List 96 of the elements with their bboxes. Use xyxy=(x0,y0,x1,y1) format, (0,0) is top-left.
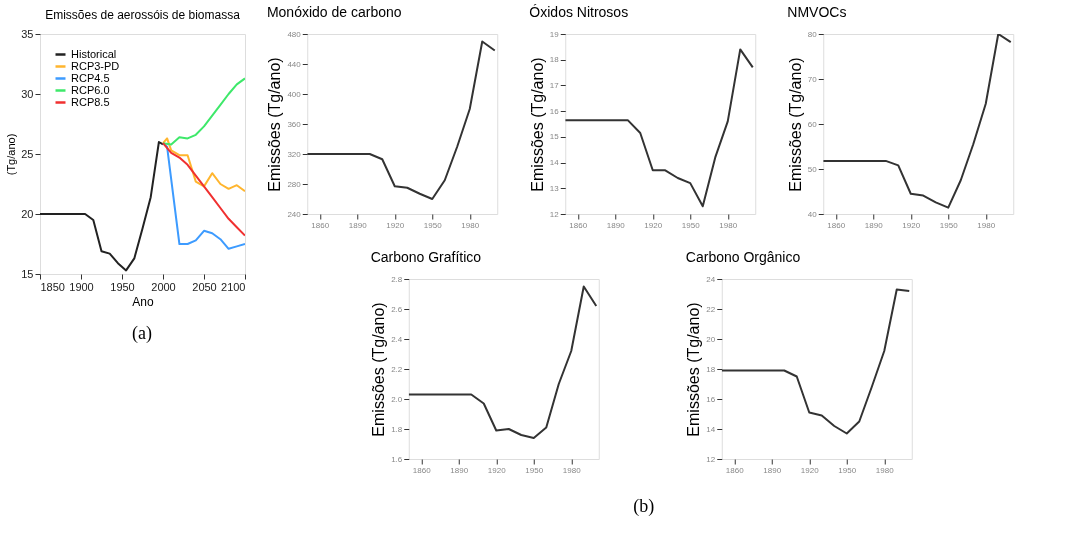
y-axis-title: Emissões (Tg/ano) xyxy=(266,57,284,192)
y-tick-label: 280 xyxy=(287,179,302,189)
line-series xyxy=(823,34,1012,209)
y-tick-label: 320 xyxy=(287,149,302,159)
y-tick-label: 35 xyxy=(21,27,34,40)
y-tick-label: 14 xyxy=(706,424,716,434)
y-tick-label: 14 xyxy=(549,158,560,168)
legend-label: RCP6.0 xyxy=(71,83,110,96)
x-tick-label: 1860 xyxy=(412,465,432,475)
y-tick-label: 20 xyxy=(706,334,716,344)
y-tick-label: 2.8 xyxy=(391,274,403,284)
x-tick-label: 1950 xyxy=(939,220,959,230)
y-tick-label: 2.6 xyxy=(391,304,403,314)
x-tick-label: 2050 xyxy=(192,280,217,293)
y-tick-label: 70 xyxy=(807,74,818,84)
y-tick-label: 1.6 xyxy=(391,454,403,464)
x-tick-label: 1920 xyxy=(902,220,921,230)
y-tick-label: 80 xyxy=(807,29,818,39)
chart-title: Carbono Orgânico xyxy=(685,249,801,265)
x-tick-label: 1950 xyxy=(838,465,857,475)
x-tick-label: 1980 xyxy=(977,220,996,230)
text: (b) xyxy=(633,496,655,517)
y-tick-label: 24 xyxy=(706,274,716,284)
x-tick-label: 1860 xyxy=(725,465,745,475)
x-tick-label: 1980 xyxy=(875,465,895,475)
y-tick-label: 440 xyxy=(287,59,302,69)
line-series xyxy=(162,77,245,146)
y-tick-label: 240 xyxy=(287,209,302,219)
y-tick-label: 18 xyxy=(706,364,716,374)
y-tick-label: 2.4 xyxy=(391,334,403,344)
x-tick-label: 1890 xyxy=(864,220,884,230)
line-series xyxy=(408,285,598,439)
y-tick-label: 17 xyxy=(549,80,560,90)
text: (a) xyxy=(132,323,152,344)
y-tick-label: 12 xyxy=(706,454,716,464)
y-tick-label: 16 xyxy=(706,394,716,404)
y-tick-label: 16 xyxy=(549,106,560,116)
x-tick-label: 1900 xyxy=(69,280,94,293)
x-axis-title: Ano xyxy=(132,294,154,309)
chart-title: Emissões de aerossóis de biomassa xyxy=(45,8,241,22)
y-tick-label: 20 xyxy=(21,207,34,220)
y-tick-label: 2.0 xyxy=(391,394,403,404)
x-tick-label: 1950 xyxy=(681,220,701,230)
y-tick-label: 400 xyxy=(287,89,302,99)
x-tick-label: 1860 xyxy=(311,220,330,230)
x-tick-label: 1920 xyxy=(644,220,663,230)
x-tick-label: 1950 xyxy=(525,465,544,475)
y-tick-label: 15 xyxy=(21,267,34,280)
y-tick-label: 15 xyxy=(549,132,560,142)
y-tick-label: 480 xyxy=(287,29,302,39)
x-tick-label: 1850 xyxy=(40,280,65,293)
x-tick-label: 1980 xyxy=(461,220,480,230)
y-axis-title: (Tg/ano) xyxy=(5,133,18,176)
x-tick-label: 1950 xyxy=(423,220,443,230)
y-tick-label: 12 xyxy=(549,209,560,219)
y-tick-label: 50 xyxy=(807,164,818,174)
x-tick-label: 1890 xyxy=(606,220,626,230)
y-tick-label: 22 xyxy=(706,304,716,314)
x-tick-label: 1860 xyxy=(569,220,588,230)
x-tick-label: 1950 xyxy=(110,280,135,293)
x-tick-label: 1920 xyxy=(386,220,405,230)
chart-title: Carbono Grafítico xyxy=(370,249,482,265)
line-series xyxy=(565,48,754,208)
x-tick-label: 1980 xyxy=(562,465,582,475)
y-axis-title: Emissões (Tg/ano) xyxy=(786,57,804,192)
x-tick-label: 1890 xyxy=(450,465,469,475)
x-tick-label: 1890 xyxy=(348,220,368,230)
y-tick-label: 25 xyxy=(21,147,34,160)
line-series xyxy=(40,141,164,272)
legend-label: RCP3-PD xyxy=(71,59,120,72)
y-axis-title: Emissões (Tg/ano) xyxy=(528,57,546,192)
y-axis-title: Emissões (Tg/ano) xyxy=(370,302,388,437)
y-tick-label: 60 xyxy=(807,119,818,129)
x-tick-label: 1920 xyxy=(800,465,820,475)
legend-label: RCP8.5 xyxy=(71,95,110,108)
legend-label: RCP4.5 xyxy=(71,71,110,84)
x-tick-label: 1860 xyxy=(827,220,846,230)
x-tick-label: 1890 xyxy=(763,465,782,475)
chart-title: Monóxido de carbono xyxy=(266,4,402,20)
chart-title: Óxidos Nitrosos xyxy=(529,4,629,20)
y-tick-label: 40 xyxy=(807,209,818,219)
y-tick-label: 19 xyxy=(549,29,560,39)
y-tick-label: 1.8 xyxy=(391,424,403,434)
x-tick-label: 2000 xyxy=(151,280,176,293)
chart-title: NMVOCs xyxy=(787,4,847,20)
x-tick-label: 1920 xyxy=(487,465,507,475)
y-tick-label: 18 xyxy=(549,55,560,65)
y-tick-label: 13 xyxy=(549,183,560,193)
x-tick-label: 2100 xyxy=(221,280,246,293)
y-tick-label: 2.2 xyxy=(391,364,403,374)
y-axis-title: Emissões (Tg/ano) xyxy=(685,302,703,437)
line-series xyxy=(162,137,245,193)
x-tick-label: 1980 xyxy=(719,220,738,230)
y-tick-label: 360 xyxy=(287,119,302,129)
y-tick-label: 30 xyxy=(21,87,34,100)
legend-label: Historical xyxy=(71,47,117,60)
